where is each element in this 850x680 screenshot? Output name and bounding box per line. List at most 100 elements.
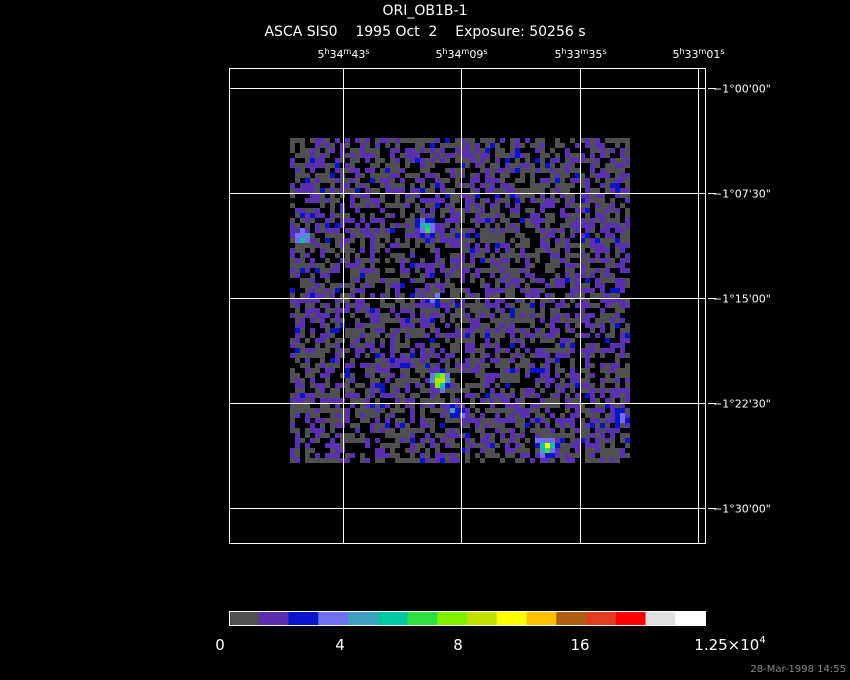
pixel bbox=[360, 433, 365, 438]
pixel bbox=[350, 163, 355, 168]
pixel bbox=[545, 213, 550, 218]
pixel bbox=[540, 363, 545, 368]
pixel bbox=[425, 213, 430, 218]
pixel bbox=[420, 373, 425, 378]
pixel bbox=[410, 298, 415, 303]
pixel bbox=[415, 288, 420, 293]
pixel bbox=[625, 413, 630, 418]
pixel bbox=[380, 278, 385, 283]
pixel bbox=[370, 263, 375, 268]
pixel bbox=[410, 348, 415, 353]
pixel bbox=[350, 403, 355, 408]
pixel bbox=[460, 363, 465, 368]
pixel bbox=[605, 338, 610, 343]
pixel bbox=[615, 213, 620, 218]
pixel bbox=[330, 318, 335, 323]
pixel bbox=[370, 393, 375, 398]
pixel bbox=[305, 158, 310, 163]
pixel bbox=[550, 278, 555, 283]
pixel bbox=[400, 178, 405, 183]
pixel bbox=[355, 138, 360, 143]
pixel bbox=[290, 193, 295, 198]
pixel bbox=[380, 363, 385, 368]
pixel bbox=[335, 138, 340, 143]
pixel bbox=[360, 213, 365, 218]
pixel bbox=[395, 238, 400, 243]
pixel bbox=[480, 333, 485, 338]
pixel bbox=[590, 158, 595, 163]
pixel bbox=[335, 393, 340, 398]
pixel bbox=[290, 263, 295, 268]
pixel bbox=[440, 178, 445, 183]
pixel bbox=[420, 408, 425, 413]
ra-value: 34 bbox=[448, 48, 462, 61]
pixel bbox=[455, 403, 460, 408]
pixel bbox=[460, 158, 465, 163]
pixel bbox=[620, 298, 625, 303]
pixel bbox=[415, 458, 420, 463]
pixel bbox=[625, 228, 630, 233]
pixel bbox=[305, 173, 310, 178]
pixel bbox=[375, 323, 380, 328]
pixel bbox=[510, 418, 515, 423]
pixel bbox=[380, 428, 385, 433]
pixel bbox=[475, 323, 480, 328]
pixel bbox=[300, 293, 305, 298]
pixel bbox=[325, 403, 330, 408]
pixel bbox=[305, 153, 310, 158]
pixel bbox=[405, 158, 410, 163]
pixel bbox=[375, 148, 380, 153]
pixel bbox=[620, 203, 625, 208]
pixel bbox=[400, 283, 405, 288]
pixel bbox=[490, 303, 495, 308]
pixel bbox=[605, 413, 610, 418]
pixel bbox=[590, 388, 595, 393]
pixel bbox=[305, 313, 310, 318]
pixel bbox=[300, 163, 305, 168]
pixel bbox=[335, 383, 340, 388]
pixel bbox=[575, 218, 580, 223]
pixel bbox=[435, 303, 440, 308]
pixel bbox=[380, 313, 385, 318]
pixel bbox=[575, 143, 580, 148]
pixel bbox=[470, 198, 475, 203]
pixel bbox=[570, 343, 575, 348]
pixel bbox=[440, 213, 445, 218]
ra-unit: s bbox=[602, 47, 606, 56]
pixel bbox=[585, 258, 590, 263]
pixel bbox=[450, 283, 455, 288]
frame bbox=[229, 68, 706, 544]
pixel bbox=[585, 313, 590, 318]
pixel bbox=[505, 283, 510, 288]
pixel bbox=[295, 393, 300, 398]
pixel bbox=[400, 168, 405, 173]
pixel bbox=[460, 163, 465, 168]
pixel bbox=[450, 453, 455, 458]
pixel bbox=[445, 273, 450, 278]
pixel bbox=[495, 323, 500, 328]
pixel bbox=[540, 388, 545, 393]
pixel bbox=[535, 408, 540, 413]
pixel bbox=[380, 208, 385, 213]
pixel bbox=[590, 248, 595, 253]
pixel bbox=[450, 168, 455, 173]
pixel bbox=[490, 328, 495, 333]
pixel bbox=[495, 288, 500, 293]
pixel bbox=[515, 143, 520, 148]
pixel bbox=[365, 338, 370, 343]
pixel bbox=[455, 238, 460, 243]
pixel bbox=[350, 268, 355, 273]
pixel bbox=[555, 253, 560, 258]
pixel bbox=[500, 278, 505, 283]
pixel bbox=[320, 193, 325, 198]
pixel bbox=[495, 168, 500, 173]
pixel bbox=[480, 348, 485, 353]
pixel bbox=[530, 193, 535, 198]
pixel bbox=[565, 213, 570, 218]
pixel bbox=[560, 448, 565, 453]
pixel bbox=[505, 453, 510, 458]
pixel bbox=[350, 238, 355, 243]
timestamp: 28-Mar-1998 14:55 bbox=[750, 664, 846, 675]
pixel bbox=[585, 298, 590, 303]
pixel bbox=[570, 363, 575, 368]
